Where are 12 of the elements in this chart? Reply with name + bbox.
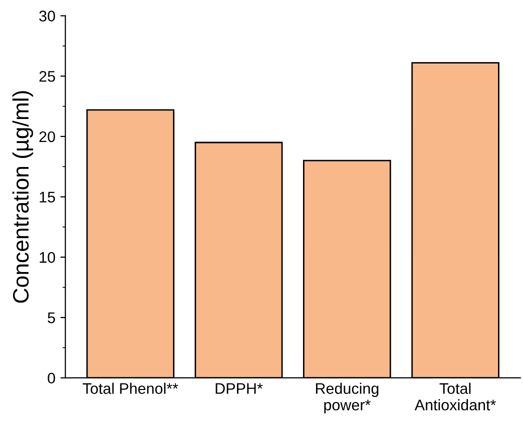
y-tick-label: 0	[48, 372, 56, 384]
x-tick-label: DPPH*	[216, 383, 263, 394]
y-tick-label: 20	[39, 131, 56, 142]
y-tick-label: 25	[39, 70, 56, 82]
y-tick-label: 5	[48, 312, 56, 324]
y-tick-label: 10	[40, 252, 56, 263]
y-axis-title: Concentration (µg/ml)	[12, 91, 34, 303]
x-tick-label: Reducing power*	[316, 382, 378, 414]
x-tick-label: Total Phenol**	[82, 382, 178, 394]
y-tick-label: 15	[40, 192, 56, 202]
x-tick-label: Total Antioxidant*	[414, 382, 496, 410]
y-tick-label: 30	[39, 10, 56, 22]
